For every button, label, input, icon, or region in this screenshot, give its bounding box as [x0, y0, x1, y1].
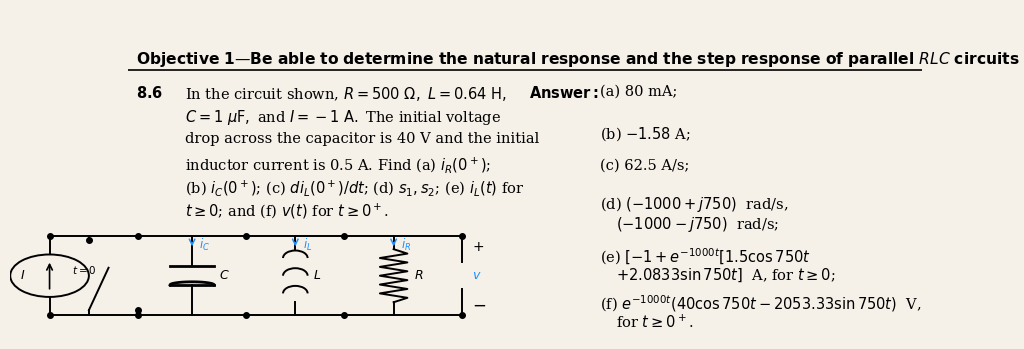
Text: $\bf{Objective\ 1}$$\bf{—Be\ able\ to\ determine\ the\ natural\ response\ and\ t: $\bf{Objective\ 1}$$\bf{—Be\ able\ to\ d… — [136, 50, 1020, 69]
Text: $i_C$: $i_C$ — [200, 237, 211, 253]
Text: $C = 1\ \mu\mathrm{F},$ and $I = -1\ \mathrm{A}.$ The initial voltage: $C = 1\ \mu\mathrm{F},$ and $I = -1\ \ma… — [185, 108, 502, 127]
Text: $+ 2.0833\sin 750t]\ $ A, for $t \geq 0$;: $+ 2.0833\sin 750t]\ $ A, for $t \geq 0$… — [616, 266, 836, 284]
Text: $I$: $I$ — [19, 269, 26, 282]
Text: $-$: $-$ — [472, 296, 486, 314]
Text: (b) $i_C(0^+)$; (c) $di_L(0^+)/dt$; (d) $s_1, s_2$; (e) $i_L(t)$ for: (b) $i_C(0^+)$; (c) $di_L(0^+)/dt$; (d) … — [185, 178, 524, 198]
Text: (d) $(-1000 + j750)\ $ rad/s,: (d) $(-1000 + j750)\ $ rad/s, — [600, 195, 788, 214]
Text: (c) 62.5 A/s;: (c) 62.5 A/s; — [600, 159, 689, 173]
Text: In the circuit shown, $R = 500\ \Omega,\ L = 0.64\ \mathrm{H},$: In the circuit shown, $R = 500\ \Omega,\… — [185, 85, 507, 103]
Text: $v$: $v$ — [472, 269, 482, 282]
Text: (f) $e^{-1000t}(40\cos 750t - 2053.33\sin 750t)\ $ V,: (f) $e^{-1000t}(40\cos 750t - 2053.33\si… — [600, 293, 922, 314]
Text: $(-1000 - j750)\ $ rad/s;: $(-1000 - j750)\ $ rad/s; — [616, 215, 779, 234]
Text: $+$: $+$ — [472, 239, 484, 253]
Text: (b) $-1.58$ A;: (b) $-1.58$ A; — [600, 125, 691, 143]
Text: inductor current is 0.5 A. Find (a) $i_R(0^+)$;: inductor current is 0.5 A. Find (a) $i_R… — [185, 155, 492, 175]
Text: $i_R$: $i_R$ — [401, 237, 412, 253]
Text: $C$: $C$ — [219, 269, 229, 282]
Text: $t = 0$: $t = 0$ — [72, 265, 96, 276]
Text: for $t \geq 0^+$.: for $t \geq 0^+$. — [616, 313, 693, 331]
Text: $t \geq 0$; and (f) $v(t)$ for $t \geq 0^+$.: $t \geq 0$; and (f) $v(t)$ for $t \geq 0… — [185, 202, 389, 221]
Text: $\mathbf{Answer:}$: $\mathbf{Answer:}$ — [528, 85, 599, 101]
Text: drop across the capacitor is 40 V and the initial: drop across the capacitor is 40 V and th… — [185, 132, 540, 146]
Text: $R$: $R$ — [415, 269, 424, 282]
Text: (e) $[-1 + e^{-1000t}[1.5\cos 750t$: (e) $[-1 + e^{-1000t}[1.5\cos 750t$ — [600, 246, 811, 267]
Text: (a) 80 mA;: (a) 80 mA; — [600, 85, 678, 99]
Text: $L$: $L$ — [312, 269, 321, 282]
Text: $\mathbf{8.6}$: $\mathbf{8.6}$ — [136, 85, 163, 101]
Text: $i_L$: $i_L$ — [303, 237, 312, 253]
